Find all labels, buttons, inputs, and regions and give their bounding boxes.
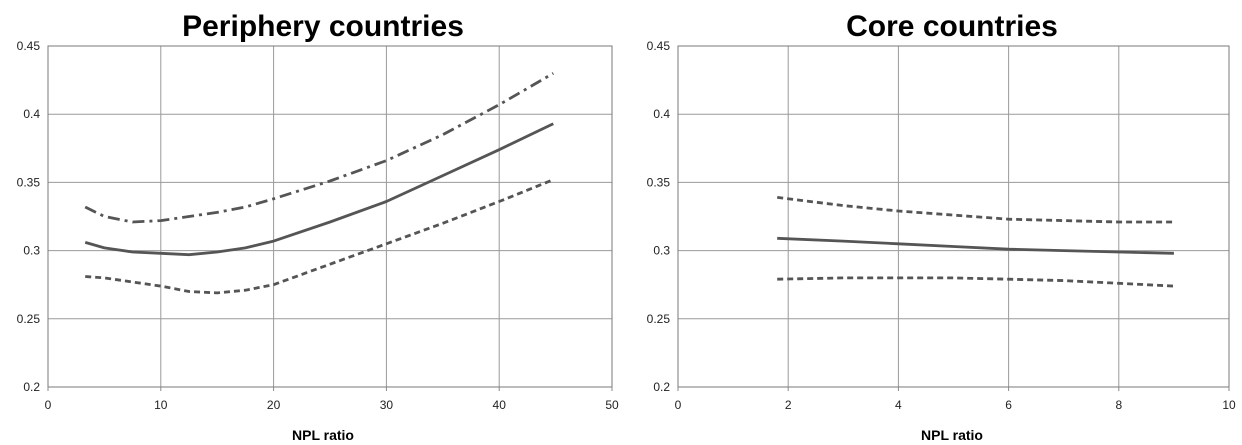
chart-periphery: Periphery countries NPL ratio 0 10 20 30 40 5… xyxy=(17,10,619,443)
x-tick-label: 0 xyxy=(45,398,52,412)
series-line-solid xyxy=(777,236,1174,255)
x-tick-label: 6 xyxy=(1005,398,1012,412)
x-tick-label: 10 xyxy=(1222,398,1236,412)
x-tick-label: 30 xyxy=(380,398,394,412)
y-tick-label: 0.35 xyxy=(647,175,671,189)
y-tick-label: 0.4 xyxy=(23,107,40,121)
y-tick-label: 0.3 xyxy=(23,244,40,258)
series-line-dashdot xyxy=(84,72,555,224)
y-tick-label: 0.25 xyxy=(17,312,41,326)
series-line-dashed xyxy=(85,178,554,295)
x-tick-label: 50 xyxy=(605,398,619,412)
y-tick-label: 0.45 xyxy=(17,39,41,53)
x-tick-label: 10 xyxy=(154,398,168,412)
series-line-dashed xyxy=(777,196,1174,224)
plot-frame xyxy=(677,45,1230,388)
y-tick-label: 0.2 xyxy=(23,380,40,394)
series-line-solid xyxy=(84,122,554,257)
x-axis-label: NPL ratio xyxy=(921,427,983,443)
y-tick-label: 0.3 xyxy=(653,244,670,258)
plot-frame xyxy=(47,45,613,388)
x-tick-label: 40 xyxy=(493,398,507,412)
chart-core: Core countries NPL ratio 0 2 4 6 8 10 0.2 0.25 0… xyxy=(647,10,1236,443)
y-tick-label: 0.2 xyxy=(653,380,670,394)
y-tick-label: 0.4 xyxy=(653,107,670,121)
chart-title: Periphery countries xyxy=(182,10,464,43)
series-line-dashed xyxy=(777,276,1174,288)
y-tick-label: 0.45 xyxy=(647,39,671,53)
y-tick-label: 0.35 xyxy=(17,175,41,189)
x-tick-label: 4 xyxy=(895,398,902,412)
x-tick-label: 8 xyxy=(1115,398,1122,412)
chart-title: Core countries xyxy=(846,10,1058,43)
x-tick-label: 0 xyxy=(675,398,682,412)
y-tick-label: 0.25 xyxy=(647,312,671,326)
x-tick-label: 20 xyxy=(267,398,281,412)
x-tick-label: 2 xyxy=(785,398,792,412)
x-axis-label: NPL ratio xyxy=(292,427,354,443)
